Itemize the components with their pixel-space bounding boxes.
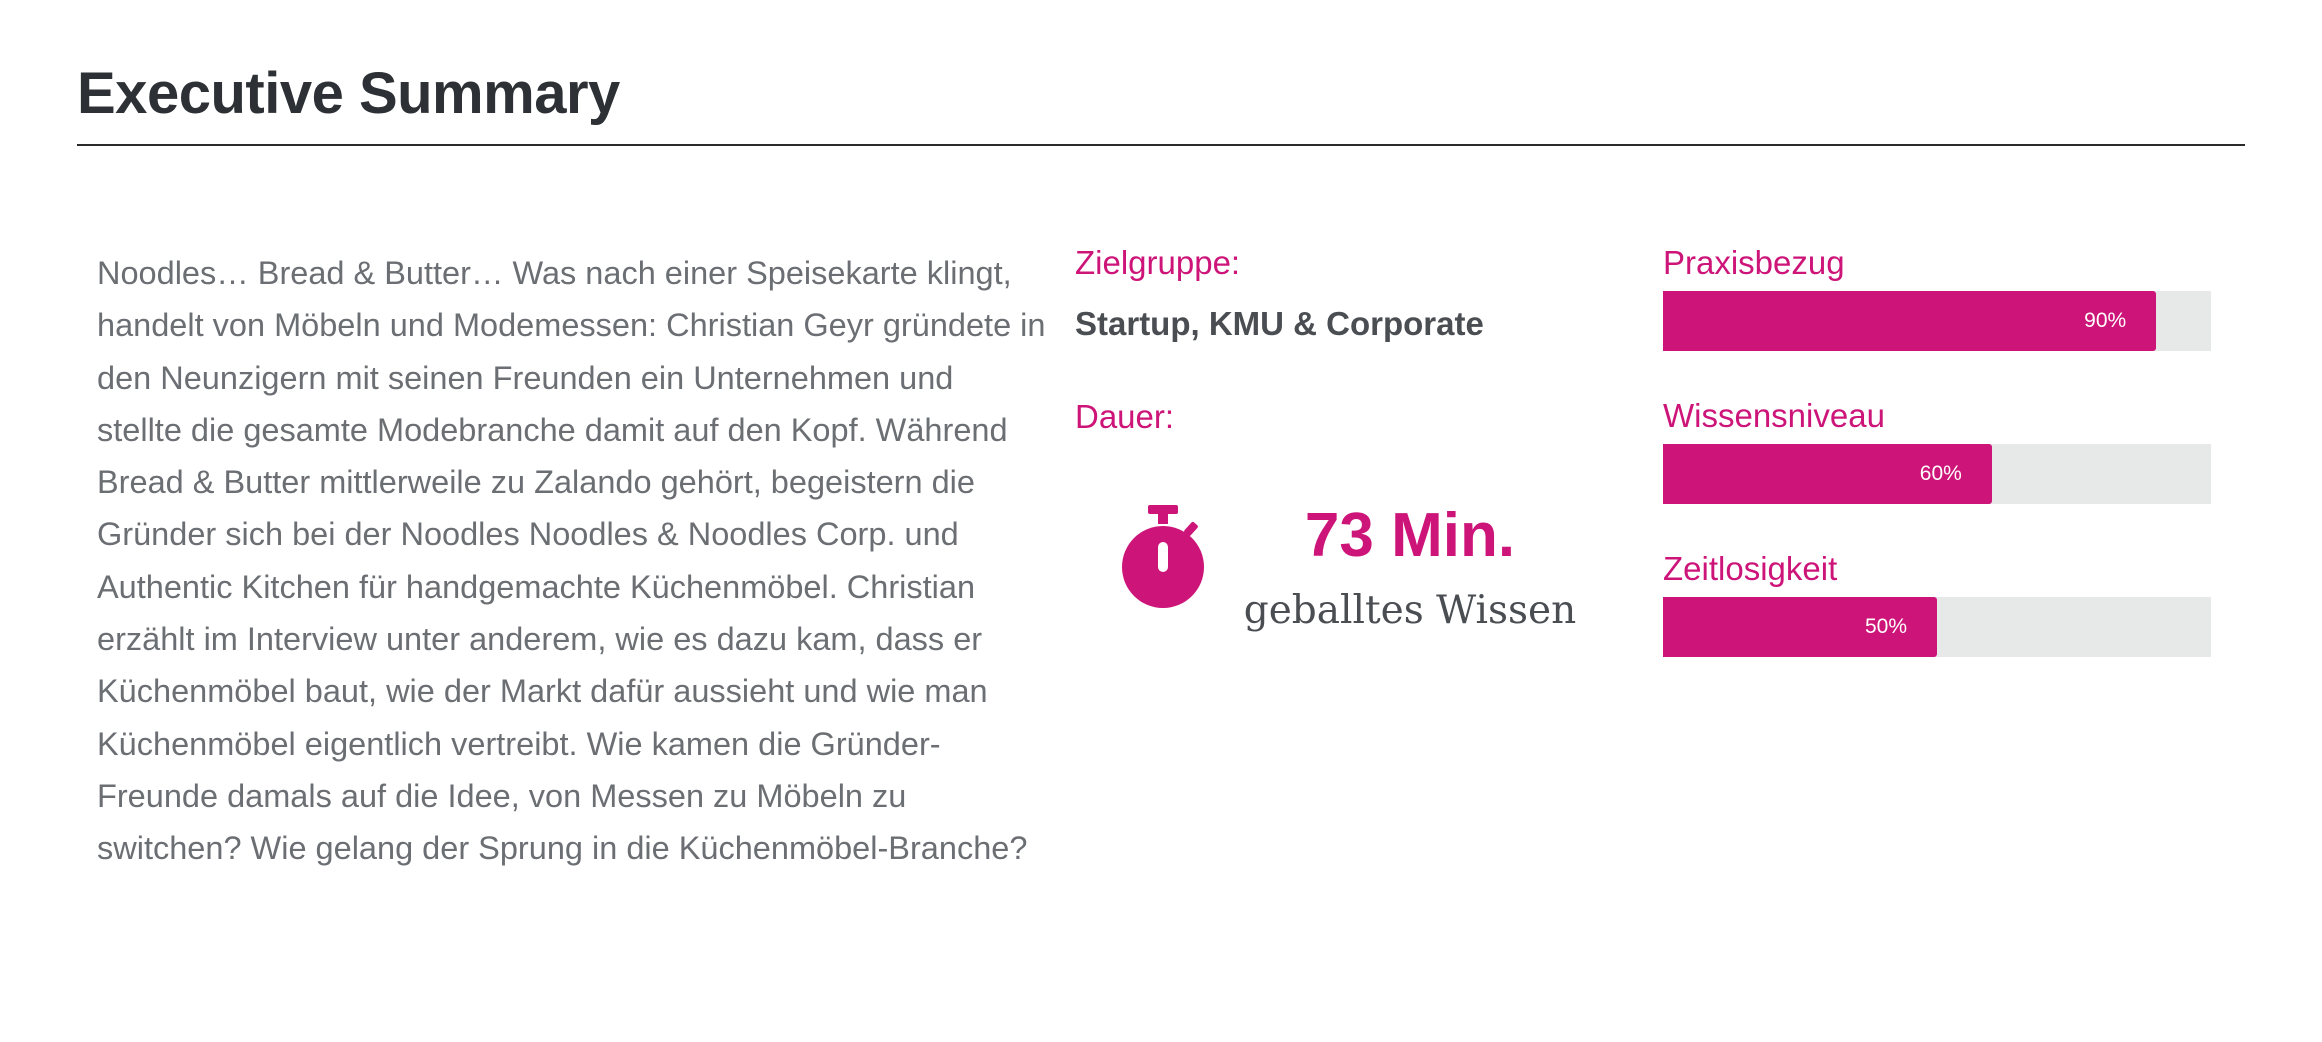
progress-percent: 60%	[1919, 462, 1962, 485]
rating-label: Wissensniveau	[1663, 397, 1885, 434]
progress-track: 60%	[1663, 444, 2211, 504]
rating-label: Zeitlosigkeit	[1663, 550, 1838, 587]
summary-paragraph: Noodles… Bread & Butter… Was nach einer …	[97, 255, 1046, 867]
stopwatch-icon	[1122, 505, 1204, 608]
title-divider	[77, 144, 2245, 146]
progress-percent: 50%	[1864, 615, 1907, 638]
progress-percent: 90%	[2084, 309, 2127, 332]
duration-caption: geballtes Wissen	[1243, 588, 1577, 633]
progress-track: 50%	[1663, 597, 2211, 657]
rating-label: Praxisbezug	[1663, 244, 1845, 281]
audience-label: Zielgruppe:	[1075, 244, 1241, 281]
duration-label: Dauer:	[1075, 398, 1175, 435]
progress-fill: 60%	[1663, 444, 1992, 504]
progress-track: 90%	[1663, 291, 2211, 351]
page-title: Executive Summary	[77, 61, 620, 126]
rating-zeitlosigkeit: Zeitlosigkeit 50%	[1663, 549, 2211, 657]
audience-value: Startup, KMU & Corporate	[1075, 305, 1484, 342]
rating-wissensniveau: Wissensniveau 60%	[1663, 396, 2211, 504]
progress-fill: 50%	[1663, 597, 1937, 657]
duration-value: 73 Min.	[1304, 501, 1516, 570]
rating-praxisbezug: Praxisbezug 90%	[1663, 243, 2211, 351]
progress-fill: 90%	[1663, 291, 2157, 351]
